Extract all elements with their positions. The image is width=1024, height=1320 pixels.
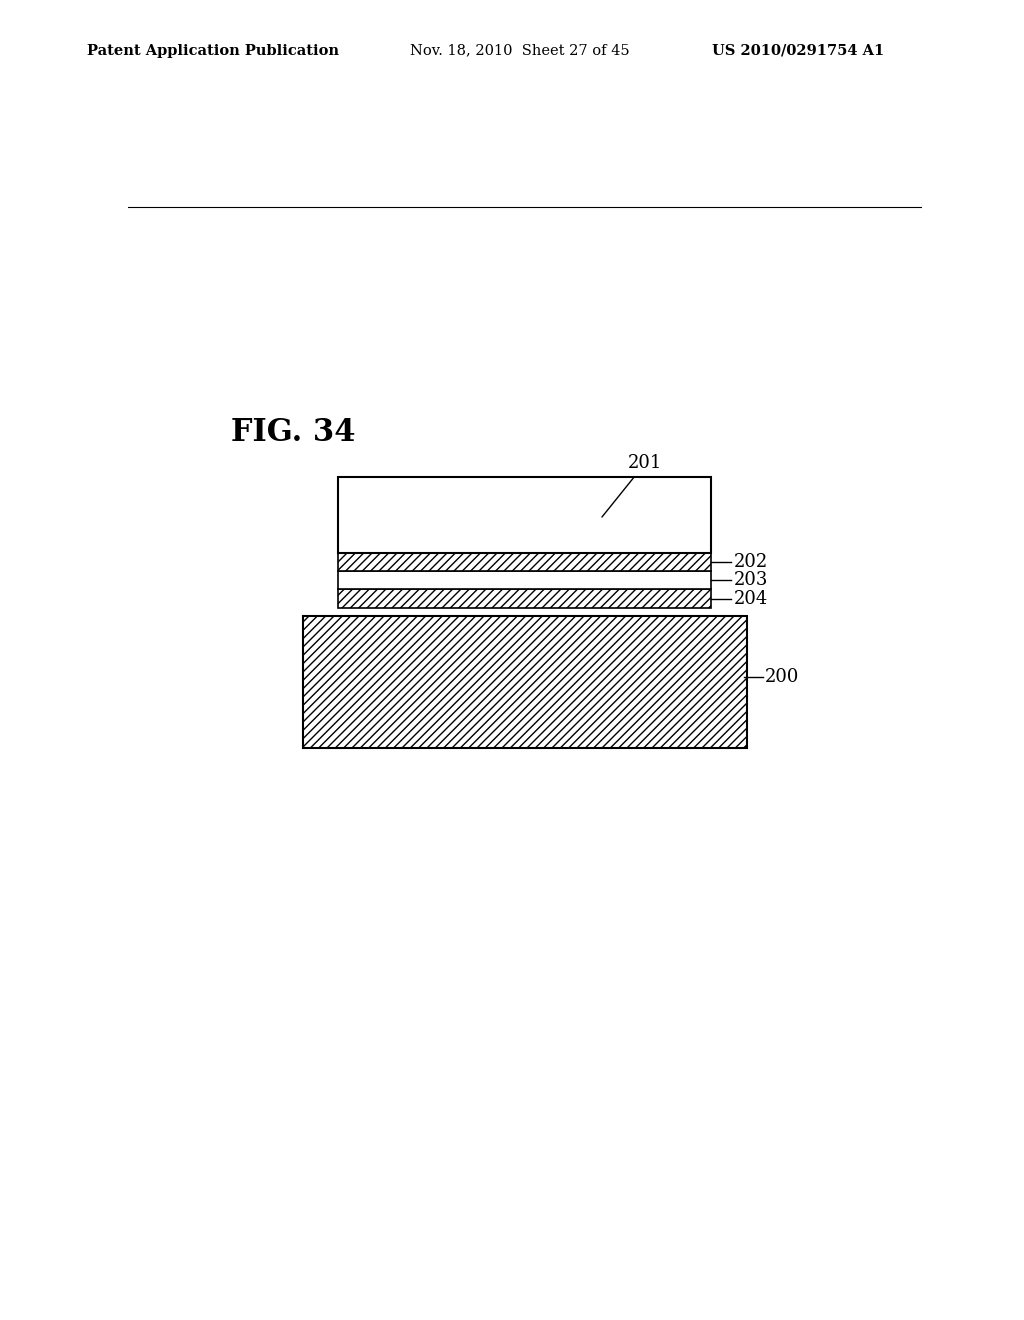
Bar bbox=[338, 553, 712, 572]
Text: 200: 200 bbox=[765, 668, 800, 686]
Bar bbox=[338, 589, 712, 607]
Bar bbox=[338, 477, 712, 553]
Text: Patent Application Publication: Patent Application Publication bbox=[87, 44, 339, 58]
Text: 203: 203 bbox=[733, 572, 768, 589]
Text: 201: 201 bbox=[602, 454, 663, 517]
Text: 202: 202 bbox=[733, 553, 768, 572]
Bar bbox=[303, 615, 748, 748]
Text: US 2010/0291754 A1: US 2010/0291754 A1 bbox=[712, 44, 884, 58]
Text: 204: 204 bbox=[733, 590, 768, 607]
Text: Nov. 18, 2010  Sheet 27 of 45: Nov. 18, 2010 Sheet 27 of 45 bbox=[410, 44, 629, 58]
Text: FIG. 34: FIG. 34 bbox=[231, 417, 355, 449]
Bar bbox=[338, 572, 712, 589]
